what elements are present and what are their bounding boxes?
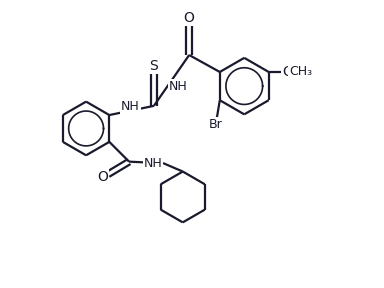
Text: NH: NH [169, 79, 187, 93]
Text: O: O [283, 65, 293, 79]
Text: S: S [149, 59, 158, 73]
Text: CH₃: CH₃ [289, 65, 312, 78]
Text: NH: NH [121, 100, 140, 113]
Text: NH: NH [144, 157, 162, 170]
Text: O: O [97, 170, 108, 184]
Text: O: O [184, 11, 195, 25]
Text: Br: Br [209, 118, 222, 131]
